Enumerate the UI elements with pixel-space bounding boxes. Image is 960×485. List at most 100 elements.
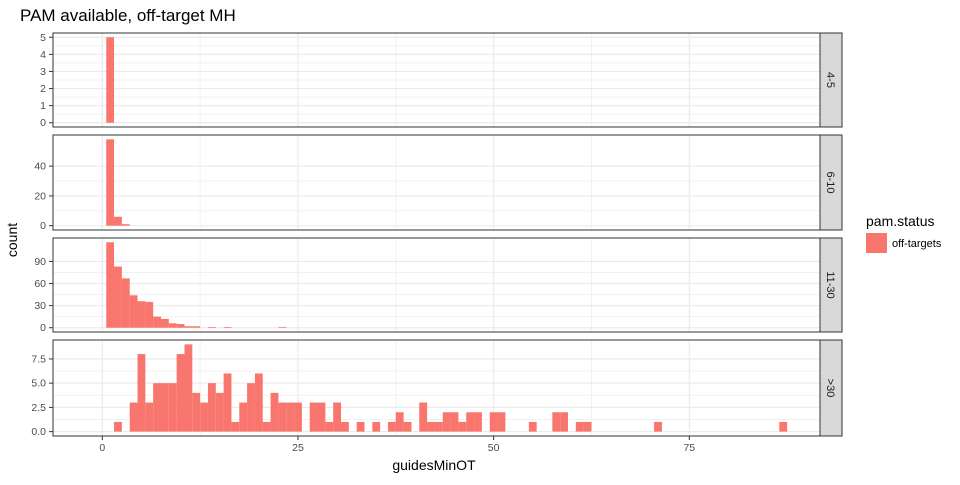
histogram-bar <box>223 373 232 432</box>
y-tick-label: 0 <box>40 322 46 334</box>
chart-title: PAM available, off-target MH <box>20 6 236 25</box>
histogram-bar <box>395 412 404 432</box>
histogram-bar <box>262 421 271 432</box>
histogram-bar <box>286 402 295 432</box>
facet-strip-label: 11-30 <box>824 271 836 298</box>
y-axis-label: count <box>4 223 20 257</box>
histogram-bar <box>356 421 365 432</box>
histogram-bar <box>450 412 459 432</box>
y-tick-label: 90 <box>34 256 46 268</box>
histogram-bar <box>333 402 342 432</box>
histogram-bar <box>779 421 788 432</box>
facet-panel-4: 0.0 2.5 5.0 7.5 >30 <box>31 339 843 438</box>
histogram-bar <box>161 318 169 328</box>
histogram-bar <box>552 412 561 432</box>
histogram-bar <box>474 412 482 432</box>
histogram-bar <box>168 323 177 328</box>
histogram-bar <box>317 402 326 432</box>
facet-strip <box>819 32 843 128</box>
y-tick-label: 40 <box>34 161 46 173</box>
histogram-bar <box>458 421 467 432</box>
histogram-bar <box>153 383 162 432</box>
histogram-bar <box>560 412 568 432</box>
y-tick-label: 2 <box>40 83 46 95</box>
facet-strip-label: 6-10 <box>824 171 836 193</box>
histogram-bar <box>129 402 138 432</box>
histogram-bar <box>137 354 146 432</box>
legend-title: pam.status <box>866 213 934 229</box>
y-tick-label: 20 <box>34 190 46 202</box>
facet-strip-label: 4-5 <box>824 72 836 88</box>
histogram-bar <box>419 402 428 432</box>
histogram-bar <box>247 383 255 432</box>
histogram-bar <box>168 383 177 432</box>
y-tick-label: 0 <box>40 117 46 129</box>
histogram-bar <box>489 412 498 432</box>
histogram-bar <box>341 421 349 432</box>
histogram-bar <box>137 301 146 328</box>
histogram-bar <box>575 421 584 432</box>
histogram-bar <box>270 392 279 432</box>
x-tick-label: 50 <box>488 442 500 454</box>
y-tick-label: 60 <box>34 278 46 290</box>
facet-panel-1: 0 1 2 3 4 5 4-5 <box>40 32 843 129</box>
y-tick-label: 4 <box>40 49 46 61</box>
y-tick-label: 5 <box>40 32 46 44</box>
x-axis: 0 25 50 75 <box>99 436 695 454</box>
y-tick-label: 0.0 <box>31 426 46 438</box>
histogram-bar <box>106 242 115 328</box>
histogram-bar <box>434 421 443 432</box>
histogram-bar <box>145 402 154 432</box>
facet-strip <box>819 134 843 231</box>
histogram-bar <box>207 326 216 328</box>
histogram-bar <box>121 224 130 226</box>
histogram-bar <box>207 383 216 432</box>
y-tick-label: 7.5 <box>31 353 46 365</box>
x-axis-label: guidesMinOT <box>392 457 476 473</box>
panel-background <box>53 135 820 230</box>
histogram-bar <box>387 421 396 432</box>
histogram-bar <box>161 383 169 432</box>
histogram-bar <box>278 402 287 432</box>
histogram-bar <box>114 266 122 328</box>
histogram-bar <box>278 326 287 328</box>
y-tick-label: 3 <box>40 66 46 78</box>
histogram-bar <box>121 278 130 328</box>
histogram-bar <box>403 421 412 432</box>
histogram-bar <box>654 421 662 432</box>
histogram-bar <box>176 354 185 432</box>
histogram-bar <box>153 316 162 328</box>
y-tick-label: 0 <box>40 220 46 232</box>
histogram-bar <box>145 301 154 328</box>
facet-strip-label: >30 <box>824 379 836 398</box>
legend-label-off-targets: off-targets <box>892 238 942 250</box>
histogram-bar <box>497 412 506 432</box>
histogram-bar <box>114 421 122 432</box>
facet-panel-2: 0 20 40 6-10 <box>34 134 843 232</box>
histogram-bar <box>583 421 592 432</box>
facet-strip <box>819 339 843 437</box>
facet-panel-3: 0 30 60 90 11-30 <box>34 237 843 334</box>
y-tick-label: 1 <box>40 100 46 112</box>
histogram-bar <box>184 326 193 328</box>
x-tick-label: 0 <box>99 442 105 454</box>
histogram-bar <box>192 392 201 432</box>
y-tick-label: 30 <box>34 300 46 312</box>
histogram-bar <box>528 421 537 432</box>
histogram-bar <box>184 344 193 432</box>
histogram-bar <box>200 402 208 432</box>
histogram-bar <box>239 402 248 432</box>
histogram-bar <box>254 373 263 432</box>
histogram-bar <box>106 139 115 226</box>
histogram-bar <box>223 326 232 328</box>
histogram-bar <box>106 37 115 123</box>
x-tick-label: 75 <box>683 442 695 454</box>
histogram-bar <box>309 402 318 432</box>
legend-key-off-targets <box>866 233 887 253</box>
histogram-bar <box>427 421 435 432</box>
legend: pam.status off-targets <box>866 213 942 253</box>
histogram-bar <box>325 421 334 432</box>
histogram-bar <box>176 324 185 328</box>
